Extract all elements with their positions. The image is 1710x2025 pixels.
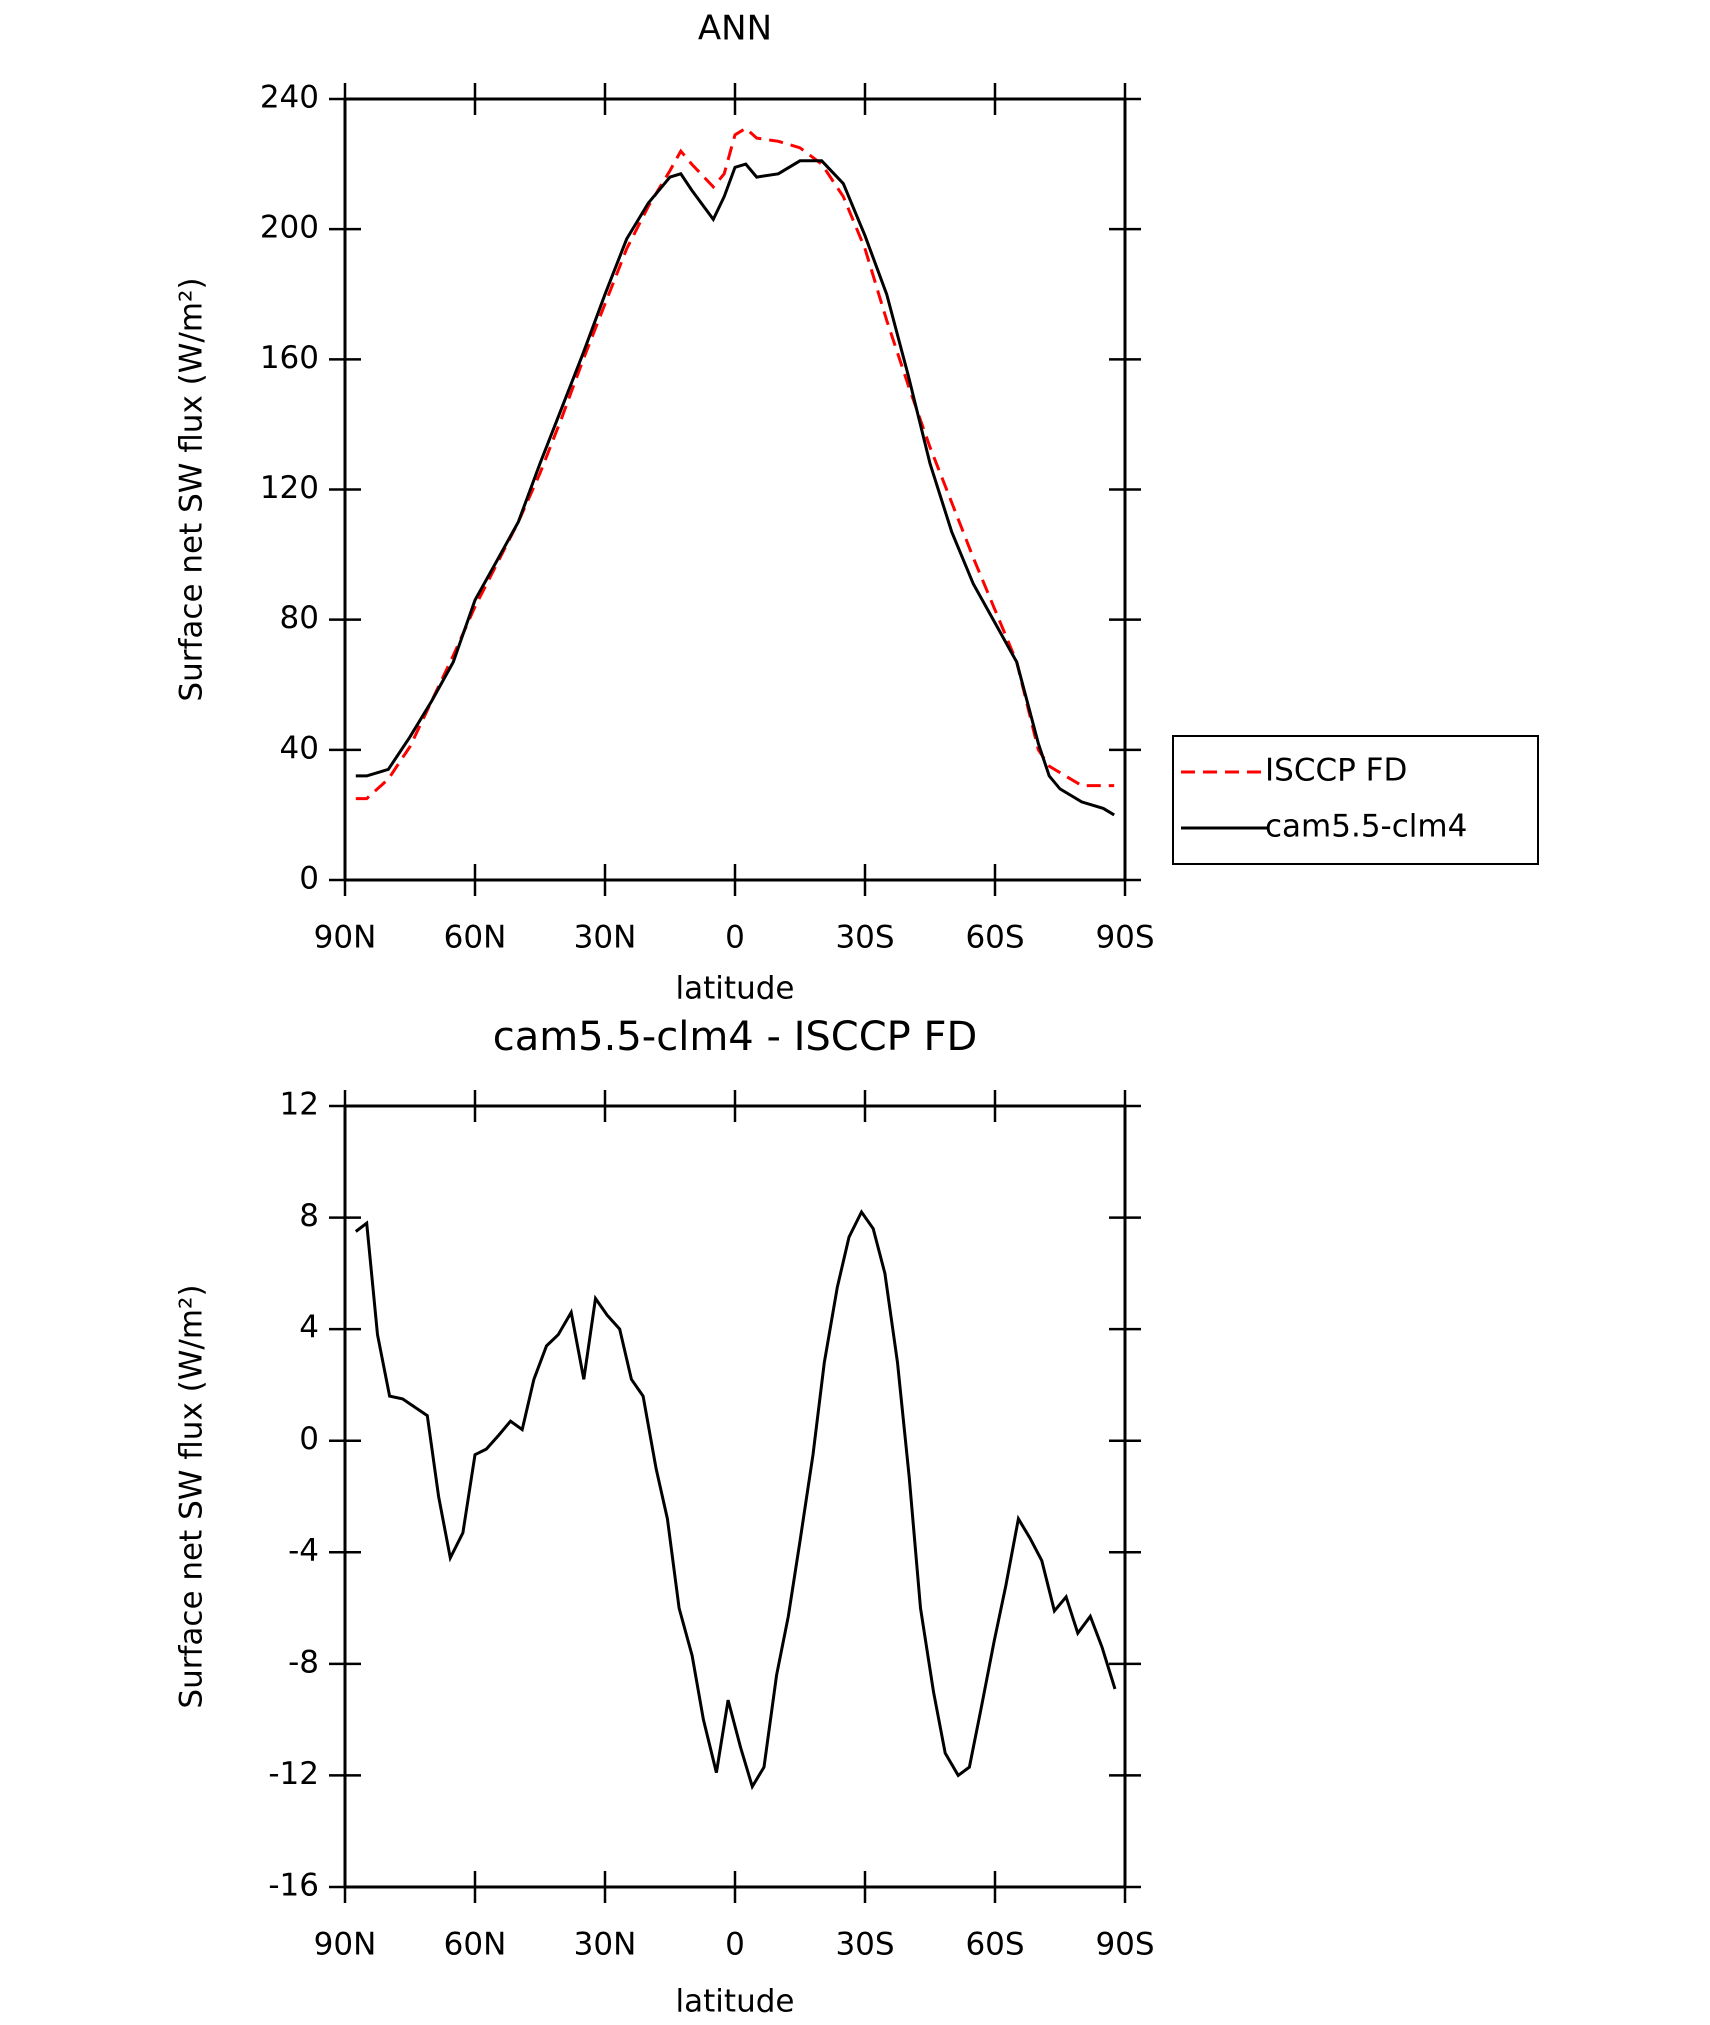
y-axis-label: Surface net SW flux (W/m²): [174, 277, 210, 701]
series-line: [355, 159, 1115, 817]
y-tick-label: -8: [288, 1644, 319, 1680]
plot-frame: [343, 1104, 1127, 1889]
x-tick-label: 0: [725, 920, 745, 956]
x-tick-label: 90S: [1095, 1927, 1154, 1963]
legend-label: cam5.5-clm4: [1265, 809, 1467, 845]
y-tick-label: 200: [260, 210, 319, 246]
chart-title: cam5.5-clm4 - ISCCP FD: [493, 1014, 978, 1060]
x-tick-label: 30S: [835, 920, 894, 956]
y-tick-label: 240: [260, 80, 319, 116]
y-axis-label: Surface net SW flux (W/m²): [174, 1284, 210, 1708]
plot-frame: [343, 97, 1127, 882]
series-line: [354, 1209, 1117, 1791]
x-tick-label: 60N: [444, 920, 507, 956]
y-tick-label: 160: [260, 340, 319, 376]
y-tick-label: 12: [280, 1087, 319, 1123]
y-tick-label: 80: [280, 600, 319, 636]
y-tick-label: -4: [288, 1533, 319, 1569]
x-tick-label: 60S: [965, 920, 1024, 956]
y-tick-label: 4: [299, 1310, 319, 1346]
x-tick-label: 30N: [574, 1927, 637, 1963]
y-tick-label: 120: [260, 470, 319, 506]
x-tick-label: 60N: [444, 1927, 507, 1963]
legend-box: [1172, 735, 1539, 865]
x-tick-label: 0: [725, 1927, 745, 1963]
y-tick-label: 8: [299, 1198, 319, 1234]
y-tick-label: 0: [299, 1421, 319, 1457]
chart-title: ANN: [698, 9, 772, 49]
x-tick-label: 60S: [965, 1927, 1024, 1963]
y-tick-label: 40: [280, 730, 319, 766]
x-axis-label: latitude: [676, 1984, 795, 2020]
y-tick-label: 0: [299, 861, 319, 897]
y-tick-label: -16: [268, 1868, 319, 1904]
x-axis-label: latitude: [676, 971, 795, 1007]
x-tick-label: 90N: [314, 1927, 377, 1963]
x-tick-label: 30N: [574, 920, 637, 956]
y-tick-label: -12: [268, 1756, 319, 1792]
series-line: [355, 126, 1115, 801]
x-tick-label: 90N: [314, 920, 377, 956]
x-tick-label: 90S: [1095, 920, 1154, 956]
legend-label: ISCCP FD: [1265, 753, 1407, 789]
x-tick-label: 30S: [835, 1927, 894, 1963]
